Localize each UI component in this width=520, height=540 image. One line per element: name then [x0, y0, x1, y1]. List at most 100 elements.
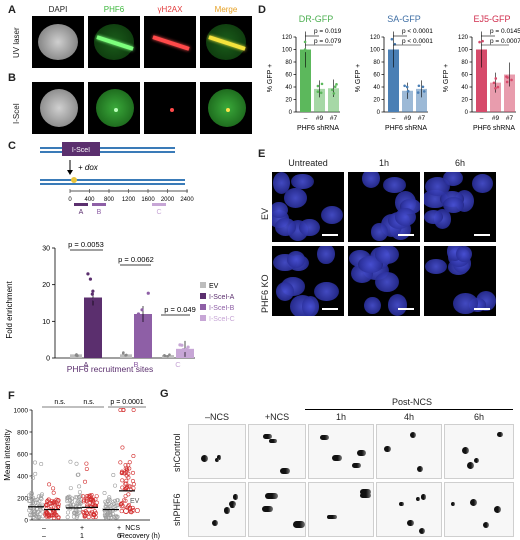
panel-f-pvalue-1: n.s.	[54, 399, 65, 406]
e-nuclei-image	[348, 246, 420, 316]
panel-d-figure: DR-GFP 0 20 40 60 80 100 120 % GFP + – #9 #7 PHF6 sh…	[267, 14, 520, 132]
nucleus	[375, 246, 400, 265]
f-point	[125, 466, 130, 471]
f-point	[30, 500, 35, 505]
nucleus	[371, 223, 388, 241]
f-point	[120, 470, 125, 475]
nucleus	[442, 172, 463, 186]
f-point	[35, 497, 40, 502]
d-point	[403, 84, 406, 88]
d-y-tick-label: 60	[285, 73, 292, 79]
d-xlabel: PHF6 shRNA	[297, 125, 339, 132]
g-comet-image	[248, 482, 306, 537]
d-y-tick-label: 120	[370, 35, 381, 41]
scale-tick-label: 400	[84, 197, 95, 203]
c-point	[90, 292, 94, 296]
d-x-tick-label: #9	[316, 115, 324, 122]
comet	[417, 465, 423, 472]
f-point	[104, 514, 109, 519]
f-point	[121, 498, 126, 503]
d-y-tick-label: 100	[458, 48, 469, 54]
comet	[474, 458, 479, 463]
d-point	[307, 52, 310, 55]
f-y-tick-label: 600	[17, 451, 28, 458]
e-row-ko: PHF6 KO	[260, 274, 270, 313]
f-point	[123, 494, 128, 499]
g-col-1h: 1h	[335, 412, 346, 422]
nucleus	[387, 293, 408, 316]
d-ylabel: % GFP +	[443, 64, 450, 92]
g-comet-image	[444, 482, 514, 537]
d-y-tick-label: 100	[370, 48, 381, 54]
f-point	[81, 499, 86, 504]
nucleus	[286, 250, 306, 269]
f-point	[49, 506, 54, 511]
c-point	[86, 306, 90, 311]
e-col-1h: 1h	[378, 158, 389, 168]
f-point	[33, 471, 38, 476]
f-point	[130, 505, 135, 510]
d-x-tick-label: –	[480, 115, 484, 122]
f-point	[77, 490, 82, 495]
d-bar	[388, 49, 399, 112]
d-point	[421, 85, 425, 89]
iscei-merge-image	[200, 82, 252, 134]
scale-tick-label: 800	[104, 197, 115, 203]
d-point	[333, 85, 337, 89]
g-comet-image	[308, 482, 374, 537]
d-point	[478, 40, 481, 44]
comet	[319, 434, 330, 441]
dna-construct-top: I-SceI	[40, 142, 175, 156]
site-bar-c	[152, 203, 166, 206]
e-col-6h: 6h	[454, 158, 465, 168]
c-x-tick-label: A	[83, 360, 88, 369]
g-col-plus-ncs: +NCS	[264, 412, 290, 422]
e-nuclei-image	[424, 246, 496, 316]
comet	[279, 467, 291, 475]
nucleus	[362, 172, 381, 188]
d-y-tick-label: 20	[461, 98, 468, 104]
f-point	[68, 486, 73, 491]
f-point	[89, 509, 94, 514]
f-point	[114, 503, 119, 508]
f-point	[76, 472, 81, 477]
nucleus	[272, 201, 288, 219]
dna-construct-bottom	[40, 177, 185, 185]
f-point	[39, 497, 44, 502]
f-point	[107, 497, 112, 502]
legend-iscei-a: I-SceI-A	[209, 294, 235, 301]
comet	[416, 496, 421, 502]
nucleus	[364, 296, 381, 314]
f-point	[76, 494, 81, 499]
d-y-tick-label: 80	[285, 60, 292, 66]
comet	[326, 515, 337, 520]
f-point	[73, 510, 78, 515]
d-y-tick-label: 0	[289, 110, 293, 116]
f-point	[77, 484, 82, 489]
d-y-tick-label: 100	[282, 48, 293, 54]
f-point	[120, 485, 125, 490]
nucleus	[320, 205, 344, 225]
panel-c-legend: EV I-SceI-A I-SceI-B I-SceI-C	[200, 282, 235, 323]
d-pvalue: p = 0.019	[314, 28, 342, 35]
nucleus	[302, 296, 320, 316]
c-point	[184, 347, 188, 351]
f-point	[124, 481, 129, 486]
d-x-tick-label: #7	[418, 115, 426, 122]
d-y-tick-label: 40	[285, 85, 292, 91]
scale-bar	[474, 308, 490, 310]
f-point	[45, 498, 50, 503]
f-point	[84, 496, 89, 501]
comet	[494, 505, 502, 513]
f-point	[47, 482, 52, 487]
panel-c-pvalue-b: p = 0.0062	[118, 255, 154, 264]
nucleus	[424, 209, 443, 224]
f-point	[78, 494, 83, 499]
nucleus	[383, 177, 406, 193]
comet	[212, 520, 219, 527]
c-y-tick-label: 0	[46, 356, 50, 363]
c-point	[168, 353, 171, 356]
nucleus	[299, 218, 320, 237]
c-bar-A	[84, 297, 102, 358]
f-point	[130, 470, 135, 475]
